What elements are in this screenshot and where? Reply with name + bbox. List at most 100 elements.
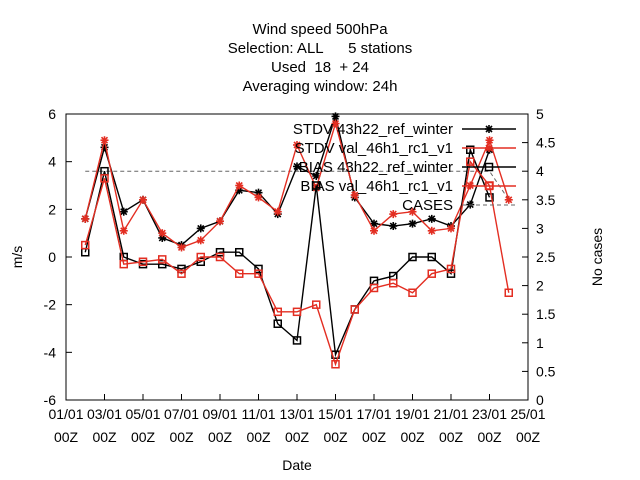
data-point-1 [389, 210, 398, 219]
data-point-1 [119, 226, 128, 235]
data-point-1 [273, 207, 282, 216]
y2-tick-label: 3 [536, 220, 544, 236]
data-point-0 [427, 214, 436, 223]
x-tick-label: 00Z [208, 429, 233, 445]
y-tick-label: 0 [48, 249, 56, 265]
chart-title-line: Averaging window: 24h [242, 78, 398, 95]
legend-marker [485, 125, 493, 133]
data-point-1 [504, 195, 513, 204]
data-point-2 [235, 247, 244, 257]
cases-line [85, 170, 510, 201]
y2-tick-label: 0.5 [536, 363, 556, 379]
data-point-2 [427, 252, 436, 262]
data-point-2 [196, 257, 205, 267]
chart-title-line: Selection: ALL 5 stations [227, 40, 413, 57]
y-tick-label: -4 [44, 344, 57, 360]
data-point-3 [119, 259, 128, 269]
y2-tick-label: 2.5 [536, 249, 556, 265]
data-point-1 [196, 236, 205, 245]
data-point-3 [273, 307, 282, 317]
legend-label: BIAS val_46h1_rc1_v1 [300, 178, 453, 195]
data-point-1 [254, 193, 263, 202]
data-point-1 [350, 191, 359, 200]
data-point-3 [350, 305, 359, 314]
data-point-3 [81, 240, 90, 250]
data-point-1 [216, 217, 224, 226]
data-point-2 [466, 145, 475, 154]
y-tick-label: -6 [44, 392, 57, 408]
data-point-3 [292, 307, 302, 317]
x-tick-label: 07/01 [164, 406, 199, 422]
series-line-2 [84, 147, 491, 358]
data-point-1 [370, 226, 378, 235]
data-point-1 [331, 119, 340, 128]
x-tick-label: 00Z [323, 429, 348, 445]
data-point-2 [312, 181, 321, 190]
x-tick-label: 00Z [131, 429, 156, 445]
data-point-1 [158, 229, 167, 238]
data-point-3 [369, 283, 379, 293]
x-tick-label: 13/01 [279, 406, 314, 422]
y-tick-label: -2 [44, 297, 57, 313]
legend-label: BIAS 43h22_ref_winter [299, 159, 453, 176]
y2-tick-label: 1.5 [536, 306, 556, 322]
data-point-1 [293, 140, 301, 149]
x-tick-label: 03/01 [87, 406, 122, 422]
data-point-3 [389, 278, 398, 288]
data-point-0 [408, 219, 417, 228]
data-point-0 [331, 112, 340, 121]
data-point-1 [81, 214, 90, 223]
data-point-0 [119, 207, 128, 216]
x-tick-label: 05/01 [125, 406, 160, 422]
x-tick-label: 00Z [285, 429, 310, 445]
data-point-3 [331, 360, 340, 369]
data-point-1 [485, 136, 494, 145]
x-tick-label: 00Z [246, 429, 271, 445]
data-point-3 [408, 288, 417, 297]
data-point-2 [485, 193, 494, 202]
legend-label: CASES [402, 197, 453, 214]
data-point-3 [177, 269, 186, 278]
y2-tick-label: 0 [536, 392, 544, 408]
data-point-3 [215, 252, 225, 262]
chart-title-line: Used 18 + 24 [271, 59, 369, 76]
x-tick-label: 00Z [400, 429, 425, 445]
data-point-3 [446, 264, 456, 274]
data-point-2 [177, 264, 186, 274]
legend-marker [484, 162, 494, 172]
x-tick-label: 00Z [169, 429, 194, 445]
y-axis-label: m/s [9, 246, 25, 269]
x-tick-label: 00Z [477, 429, 502, 445]
data-point-2 [446, 269, 456, 278]
data-point-3 [254, 269, 263, 278]
y2-tick-label: 3.5 [536, 192, 556, 208]
data-point-0 [293, 162, 301, 171]
data-point-0 [196, 224, 205, 233]
x-tick-label: 17/01 [356, 406, 391, 422]
data-point-1 [100, 136, 109, 145]
data-point-3 [196, 252, 205, 262]
x-tick-label: 01/01 [48, 406, 83, 422]
data-point-1 [408, 207, 417, 216]
data-point-2 [215, 247, 225, 257]
data-point-3 [158, 255, 167, 264]
data-point-2 [408, 252, 417, 262]
data-point-0 [312, 171, 321, 180]
data-point-1 [139, 195, 147, 204]
x-tick-label: 09/01 [202, 406, 237, 422]
data-point-3 [100, 174, 109, 183]
data-point-2 [273, 319, 282, 328]
x-tick-label: 19/01 [395, 406, 430, 422]
y2-tick-label: 4 [536, 163, 544, 179]
y-tick-label: 4 [48, 154, 56, 170]
x-tick-label: 00Z [439, 429, 464, 445]
data-point-1 [447, 224, 455, 233]
data-point-0 [389, 222, 398, 231]
x-tick-label: 25/01 [510, 406, 545, 422]
data-point-3 [312, 300, 321, 309]
legend-label: STDV val_46h1_rc1_v1 [295, 140, 453, 157]
y2-axis-label: No cases [589, 228, 605, 286]
y-tick-label: 2 [48, 201, 56, 217]
x-axis-label: Date [282, 457, 312, 473]
data-point-3 [235, 269, 244, 278]
